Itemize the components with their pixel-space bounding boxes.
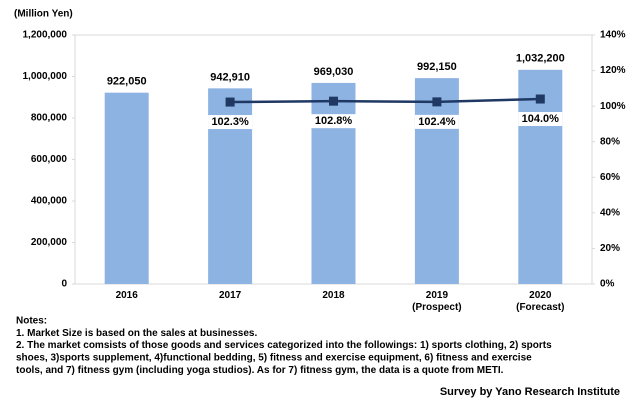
y2-tick-label: 120% xyxy=(600,65,626,76)
y-tick-label: 1,200,000 xyxy=(23,30,68,41)
x-tick-label: 2017 xyxy=(218,290,242,301)
bar xyxy=(518,69,563,284)
note: shoes, 3)sports supplement, 4)functional… xyxy=(16,353,532,364)
bar-value-label: 992,150 xyxy=(417,61,457,73)
bar-value-label: 1,032,200 xyxy=(516,53,565,65)
y-tick-label: 800,000 xyxy=(31,113,68,124)
y2-tick-label: 140% xyxy=(600,30,626,41)
note: 1. Market Size is based on the sales at … xyxy=(16,328,257,339)
line-marker xyxy=(432,97,442,107)
y2-tick-label: 40% xyxy=(600,207,620,218)
y2-tick-label: 0% xyxy=(600,279,615,290)
line-marker xyxy=(329,96,338,106)
note: Notes: xyxy=(16,316,47,327)
line-value-label: 102.8% xyxy=(315,115,353,127)
bar xyxy=(311,82,356,285)
label-background xyxy=(311,114,356,129)
line-value-label: 102.3% xyxy=(211,116,249,128)
label-background xyxy=(208,115,253,130)
line-marker xyxy=(225,97,235,107)
y2-tick-label: 100% xyxy=(600,101,626,112)
bar-value-label: 969,030 xyxy=(314,66,354,78)
y2-tick-label: 60% xyxy=(600,172,620,183)
note: 2. The market comsists of those goods an… xyxy=(16,340,552,351)
bar-value-label: 922,050 xyxy=(107,76,147,88)
y-tick-label: 400,000 xyxy=(31,196,68,207)
bar xyxy=(414,78,459,284)
label-background xyxy=(518,112,563,127)
line-marker xyxy=(535,94,545,104)
y-tick-label: 1,000,000 xyxy=(23,71,68,82)
y-axis-label: (Million Yen) xyxy=(14,9,73,20)
source: Survey by Yano Research Institute xyxy=(440,386,620,398)
x-tick-label: 2016 xyxy=(115,290,138,301)
label-background xyxy=(414,114,459,129)
x-tick-label: 2019 (Prospect) xyxy=(412,290,462,313)
y-tick-label: 0 xyxy=(61,279,67,290)
line-value-label: 104.0% xyxy=(522,113,560,125)
bar-value-label: 942,910 xyxy=(210,71,250,83)
y2-tick-label: 20% xyxy=(600,243,620,254)
y-tick-label: 600,000 xyxy=(31,154,68,165)
note: tools, and 7) fitness gym (including yog… xyxy=(16,365,504,376)
x-tick-label: 2020 (Forecast) xyxy=(516,290,565,313)
y2-tick-label: 80% xyxy=(600,136,620,147)
x-tick-label: 2018 xyxy=(322,290,345,301)
bar xyxy=(104,92,149,284)
line-value-label: 102.4% xyxy=(418,116,456,128)
line xyxy=(230,97,541,104)
y-tick-label: 200,000 xyxy=(31,237,68,248)
